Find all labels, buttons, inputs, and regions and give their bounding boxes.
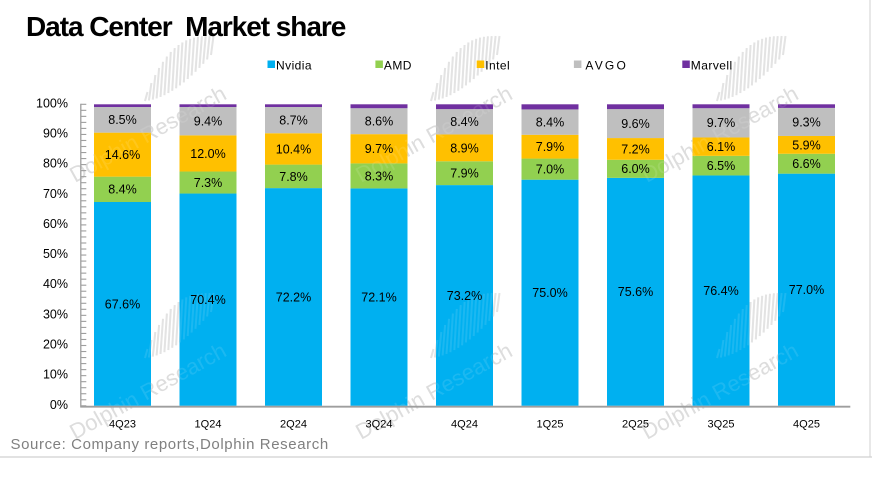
svg-text:5.9%: 5.9% xyxy=(792,138,821,152)
svg-text:40%: 40% xyxy=(43,277,68,291)
svg-text:7.9%: 7.9% xyxy=(450,167,479,181)
svg-text:2Q25: 2Q25 xyxy=(622,419,649,431)
svg-text:8.7%: 8.7% xyxy=(279,114,308,128)
svg-text:1Q24: 1Q24 xyxy=(195,419,222,431)
svg-text:4Q25: 4Q25 xyxy=(793,419,820,431)
svg-text:50%: 50% xyxy=(43,247,68,261)
svg-text:67.6%: 67.6% xyxy=(105,297,140,311)
svg-text:90%: 90% xyxy=(43,126,68,140)
svg-text:30%: 30% xyxy=(43,307,68,321)
svg-text:Source: Company reports,Dolphi: Source: Company reports,Dolphin Research xyxy=(11,436,329,453)
svg-text:9.7%: 9.7% xyxy=(707,116,736,130)
svg-text:7.0%: 7.0% xyxy=(536,163,565,177)
svg-text:8.4%: 8.4% xyxy=(536,116,565,130)
svg-text:0%: 0% xyxy=(50,398,68,412)
svg-text:Nvidia: Nvidia xyxy=(276,59,312,73)
svg-text:6.1%: 6.1% xyxy=(707,140,736,154)
svg-text:12.0%: 12.0% xyxy=(190,147,225,161)
svg-text:76.4%: 76.4% xyxy=(703,284,738,298)
svg-text:8.4%: 8.4% xyxy=(108,183,137,197)
svg-text:AMD: AMD xyxy=(384,59,412,73)
svg-text:3Q25: 3Q25 xyxy=(708,419,735,431)
svg-text:10%: 10% xyxy=(43,368,68,382)
svg-text:Marvell: Marvell xyxy=(691,59,733,73)
svg-text:9.6%: 9.6% xyxy=(621,117,650,131)
svg-text:9.7%: 9.7% xyxy=(365,142,394,156)
svg-text:70.4%: 70.4% xyxy=(190,293,225,307)
svg-text:1Q25: 1Q25 xyxy=(537,419,564,431)
svg-text:7.8%: 7.8% xyxy=(279,170,308,184)
svg-text:7.3%: 7.3% xyxy=(194,176,223,190)
svg-text:7.2%: 7.2% xyxy=(621,142,650,156)
svg-text:7.9%: 7.9% xyxy=(536,140,565,154)
svg-text:77.0%: 77.0% xyxy=(789,283,824,297)
svg-text:4Q23: 4Q23 xyxy=(109,419,136,431)
svg-text:20%: 20% xyxy=(43,338,68,352)
svg-text:14.6%: 14.6% xyxy=(105,148,140,162)
svg-text:70%: 70% xyxy=(43,187,68,201)
svg-text:AVGO: AVGO xyxy=(585,59,628,73)
svg-text:8.3%: 8.3% xyxy=(365,169,394,183)
svg-text:8.5%: 8.5% xyxy=(108,113,137,127)
svg-text:Data Center Market share: Data Center Market share xyxy=(26,11,346,42)
svg-text:72.2%: 72.2% xyxy=(276,290,311,304)
svg-text:10.4%: 10.4% xyxy=(276,142,311,156)
svg-text:6.5%: 6.5% xyxy=(707,159,736,173)
svg-text:60%: 60% xyxy=(43,217,68,231)
svg-text:72.1%: 72.1% xyxy=(361,291,396,305)
svg-text:100%: 100% xyxy=(36,96,68,110)
svg-text:8.6%: 8.6% xyxy=(365,115,394,129)
svg-text:8.4%: 8.4% xyxy=(450,115,479,129)
svg-text:75.0%: 75.0% xyxy=(532,286,567,300)
svg-text:73.2%: 73.2% xyxy=(447,289,482,303)
svg-text:3Q24: 3Q24 xyxy=(366,419,393,431)
svg-text:9.3%: 9.3% xyxy=(792,115,821,129)
svg-text:2Q24: 2Q24 xyxy=(280,419,307,431)
svg-text:4Q24: 4Q24 xyxy=(451,419,478,431)
svg-text:Intel: Intel xyxy=(485,59,510,73)
svg-text:6.6%: 6.6% xyxy=(792,157,821,171)
svg-text:8.9%: 8.9% xyxy=(450,141,479,155)
svg-text:75.6%: 75.6% xyxy=(618,285,653,299)
svg-text:6.0%: 6.0% xyxy=(621,162,650,176)
svg-text:9.4%: 9.4% xyxy=(194,115,223,129)
svg-text:80%: 80% xyxy=(43,157,68,171)
